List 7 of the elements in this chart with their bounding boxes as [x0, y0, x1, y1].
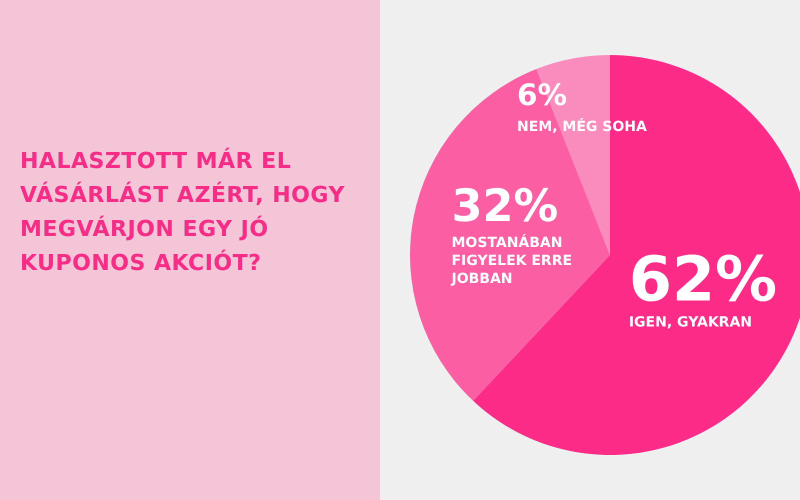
- slice-label: MOSTANÁBAN FIGYELEK ERRE JOBBAN: [450, 234, 572, 287]
- data-label: 32%: [451, 180, 558, 232]
- slice-label: IGEN, GYAKRAN: [628, 314, 752, 330]
- slice-label: NEM, MÉG SOHA: [516, 118, 647, 135]
- text: HALASZTOTT MÁR EL VÁSÁRLÁST AZÉRT, HOGY MEGVÁRJON EGY JÓ KUPONOS AKCIÓT?: [20, 146, 346, 278]
- data-label: 62%: [628, 242, 778, 316]
- data-label: 6%: [516, 78, 568, 112]
